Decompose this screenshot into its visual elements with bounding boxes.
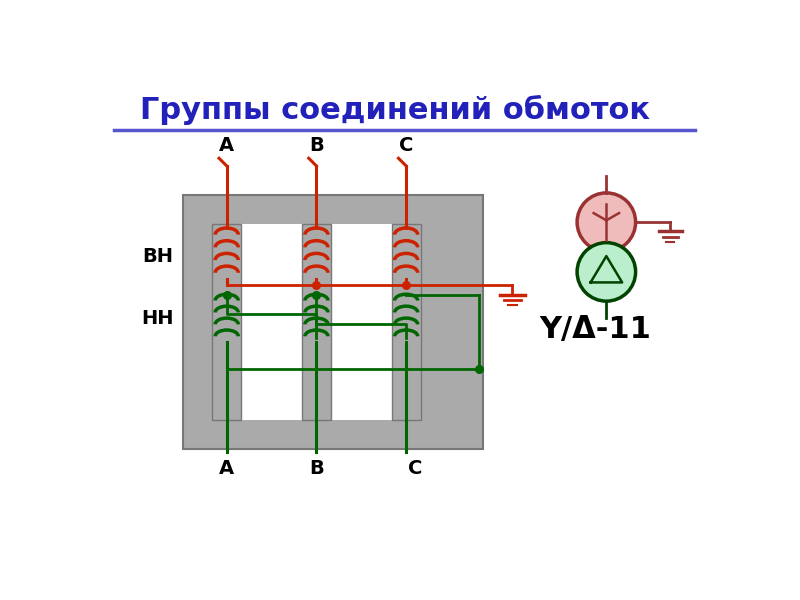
Text: B: B (309, 458, 324, 478)
Bar (212, 224, 242, 420)
Text: Группы соединений обмоток: Группы соединений обмоток (139, 95, 650, 125)
Text: C: C (399, 136, 414, 155)
Text: ВН: ВН (142, 247, 173, 266)
Text: B: B (309, 136, 324, 155)
Bar (331, 224, 391, 420)
Bar (242, 224, 302, 420)
Bar (302, 224, 331, 420)
Circle shape (577, 193, 636, 251)
Bar (183, 195, 483, 449)
Bar (391, 224, 421, 420)
Text: A: A (219, 458, 234, 478)
Text: НН: НН (141, 309, 174, 328)
Text: C: C (408, 458, 422, 478)
Text: A: A (219, 136, 234, 155)
Text: Y/Δ-11: Y/Δ-11 (539, 314, 650, 344)
Circle shape (577, 242, 636, 301)
